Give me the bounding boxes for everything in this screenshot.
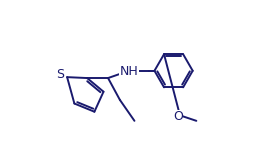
Text: NH: NH	[120, 65, 138, 78]
Text: S: S	[56, 69, 64, 81]
Text: O: O	[173, 110, 183, 123]
